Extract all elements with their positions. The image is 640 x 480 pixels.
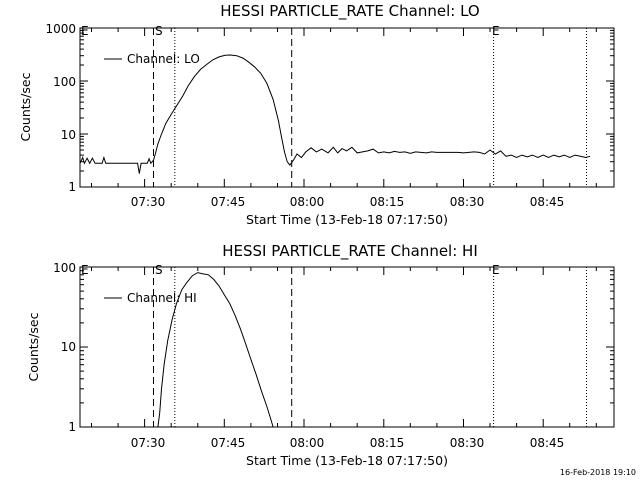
y-tick-label: 10 [61, 128, 76, 142]
y-tick-label: 1000 [45, 22, 76, 36]
x-tick-label: 08:15 [370, 436, 405, 450]
panel-lo: HESSI PARTICLE_RATE Channel: LO Counts/s… [18, 2, 615, 227]
legend-label: Channel: LO [127, 52, 200, 66]
marker-label: E [81, 24, 89, 38]
y-axis-label: Counts/sec [26, 312, 41, 381]
series-line [80, 54, 591, 174]
x-tick-label: 08:00 [290, 195, 325, 209]
marker-label: E [492, 24, 500, 38]
x-tick-label: 07:30 [131, 195, 166, 209]
x-axis-label: Start Time (13-Feb-18 07:17:50) [246, 212, 448, 227]
marker-label: S [155, 263, 163, 277]
x-tick-label: 08:30 [450, 195, 485, 209]
y-tick-label: 10 [61, 340, 76, 354]
x-tick-label: 07:45 [211, 436, 246, 450]
y-tick-label: 1 [68, 420, 76, 434]
chart-title: HESSI PARTICLE_RATE Channel: HI [222, 242, 478, 261]
x-axis-label: Start Time (13-Feb-18 07:17:50) [246, 453, 448, 468]
chart-title: HESSI PARTICLE_RATE Channel: LO [220, 2, 479, 21]
marker-label: S [155, 24, 163, 38]
x-tick-label: 07:30 [131, 436, 166, 450]
legend-label: Channel: HI [127, 291, 197, 305]
x-tick-label: 08:45 [530, 436, 565, 450]
x-tick-label: 08:00 [290, 436, 325, 450]
x-tick-label: 08:45 [530, 195, 565, 209]
panel-hi: HESSI PARTICLE_RATE Channel: HI Counts/s… [26, 242, 615, 468]
x-tick-label: 08:30 [450, 436, 485, 450]
y-axis-label: Counts/sec [18, 72, 33, 141]
plot-frame [79, 27, 615, 188]
y-tick-label: 1 [68, 180, 76, 194]
marker-label: E [492, 263, 500, 277]
series-line [157, 272, 274, 427]
y-tick-label: 100 [53, 75, 76, 89]
x-tick-label: 07:45 [211, 195, 246, 209]
marker-label: E [81, 263, 89, 277]
y-tick-label: 100 [53, 261, 76, 275]
timestamp-label: 16-Feb-2018 19:10 [560, 468, 636, 477]
x-tick-label: 08:15 [370, 195, 405, 209]
